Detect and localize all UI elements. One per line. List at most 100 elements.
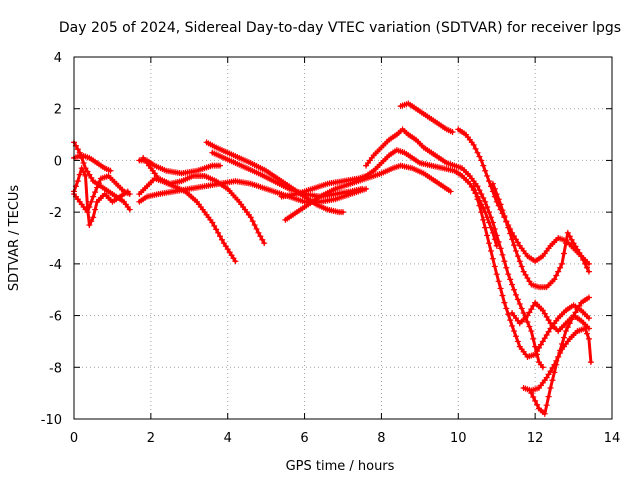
data-point-plus-marker — [584, 264, 591, 271]
data-point-plus-marker — [80, 169, 87, 176]
data-point-plus-marker — [255, 229, 262, 236]
data-point-plus-marker — [524, 319, 531, 326]
data-point-plus-marker — [541, 310, 548, 317]
series-arc-16 — [489, 180, 592, 291]
y-tick-label: -4 — [49, 258, 62, 273]
data-point-plus-marker — [582, 260, 589, 267]
data-point-plus-marker — [486, 178, 493, 185]
series-arc-12 — [278, 147, 500, 249]
grid-layer — [74, 57, 612, 419]
data-point-plus-marker — [507, 230, 514, 237]
data-point-plus-marker — [511, 286, 518, 293]
data-point-plus-marker — [514, 239, 521, 246]
data-point-plus-marker — [74, 178, 81, 185]
data-point-plus-marker — [480, 194, 487, 201]
data-point-plus-marker — [486, 240, 493, 247]
data-point-plus-marker — [261, 240, 268, 247]
data-point-plus-marker — [495, 278, 502, 285]
data-point-plus-marker — [537, 341, 544, 348]
data-point-plus-marker — [491, 225, 498, 232]
data-point-plus-marker — [524, 275, 531, 282]
data-point-plus-marker — [95, 180, 102, 187]
data-point-plus-marker — [482, 167, 489, 174]
data-point-plus-marker — [92, 189, 99, 196]
series-arc-6 — [136, 157, 224, 177]
data-point-plus-marker — [526, 323, 533, 330]
data-point-plus-marker — [532, 343, 539, 350]
series-trace — [141, 156, 266, 245]
data-point-plus-marker — [512, 333, 519, 340]
data-point-plus-marker — [217, 162, 224, 169]
data-point-plus-marker — [585, 294, 592, 301]
data-point-plus-marker — [470, 141, 477, 148]
data-point-plus-marker — [476, 187, 483, 194]
data-point-plus-marker — [526, 309, 533, 316]
data-point-plus-marker — [501, 299, 508, 306]
data-point-plus-marker — [472, 145, 479, 152]
data-point-plus-marker — [80, 160, 87, 167]
x-tick-label: 14 — [604, 431, 621, 446]
data-point-plus-marker — [576, 249, 583, 256]
data-point-plus-marker — [503, 264, 510, 271]
data-point-plus-marker — [505, 224, 512, 231]
chart-title: Day 205 of 2024, Sidereal Day-to-day VTE… — [59, 20, 621, 36]
data-point-plus-marker — [92, 206, 99, 213]
data-point-plus-marker — [499, 292, 506, 299]
data-point-plus-marker — [447, 188, 454, 195]
data-point-plus-marker — [520, 268, 527, 275]
data-point-plus-marker — [557, 264, 564, 271]
data-point-plus-marker — [340, 209, 346, 216]
data-point-plus-marker — [507, 276, 514, 283]
series-arc-9 — [203, 139, 346, 216]
data-point-plus-marker — [497, 285, 504, 292]
data-point-plus-marker — [566, 233, 573, 240]
data-point-plus-marker — [226, 249, 233, 256]
data-point-plus-marker — [587, 359, 594, 366]
x-tick-label: 8 — [377, 431, 385, 446]
data-point-plus-marker — [585, 325, 592, 332]
x-tick-label: 0 — [70, 431, 78, 446]
data-point-plus-marker — [489, 219, 496, 226]
data-point-plus-marker — [224, 246, 231, 253]
data-point-plus-marker — [564, 324, 571, 331]
data-point-plus-marker — [474, 196, 481, 203]
data-point-plus-marker — [530, 394, 537, 401]
data-point-plus-marker — [501, 213, 508, 220]
data-point-plus-marker — [512, 247, 519, 254]
series-arc-4 — [71, 152, 114, 174]
data-point-plus-marker — [84, 209, 91, 216]
data-point-plus-marker — [86, 171, 93, 178]
data-point-plus-marker — [486, 209, 493, 216]
data-point-plus-marker — [491, 263, 498, 270]
data-point-plus-marker — [249, 218, 256, 225]
data-point-plus-marker — [534, 348, 541, 355]
data-point-plus-marker — [539, 364, 546, 371]
data-point-plus-marker — [528, 306, 535, 313]
data-point-plus-marker — [82, 172, 89, 179]
data-point-plus-marker — [511, 242, 518, 249]
data-layer — [71, 100, 594, 417]
data-point-plus-marker — [213, 226, 220, 233]
data-point-plus-marker — [88, 174, 95, 181]
data-point-plus-marker — [480, 162, 487, 169]
data-point-plus-marker — [474, 149, 481, 156]
data-point-plus-marker — [553, 361, 560, 368]
data-point-plus-marker — [522, 271, 529, 278]
data-point-plus-marker — [493, 191, 500, 198]
data-point-plus-marker — [484, 232, 491, 239]
data-point-plus-marker — [562, 240, 569, 247]
data-point-plus-marker — [251, 222, 258, 229]
data-point-plus-marker — [88, 218, 95, 225]
data-point-plus-marker — [478, 157, 485, 164]
data-point-plus-marker — [90, 214, 97, 221]
data-point-plus-marker — [545, 371, 552, 378]
data-point-plus-marker — [576, 302, 583, 309]
data-point-plus-marker — [476, 202, 483, 209]
data-point-plus-marker — [76, 171, 83, 178]
data-point-plus-marker — [253, 225, 260, 232]
data-point-plus-marker — [218, 236, 225, 243]
data-point-plus-marker — [574, 246, 581, 253]
data-point-plus-marker — [585, 315, 592, 322]
data-point-plus-marker — [534, 401, 541, 408]
